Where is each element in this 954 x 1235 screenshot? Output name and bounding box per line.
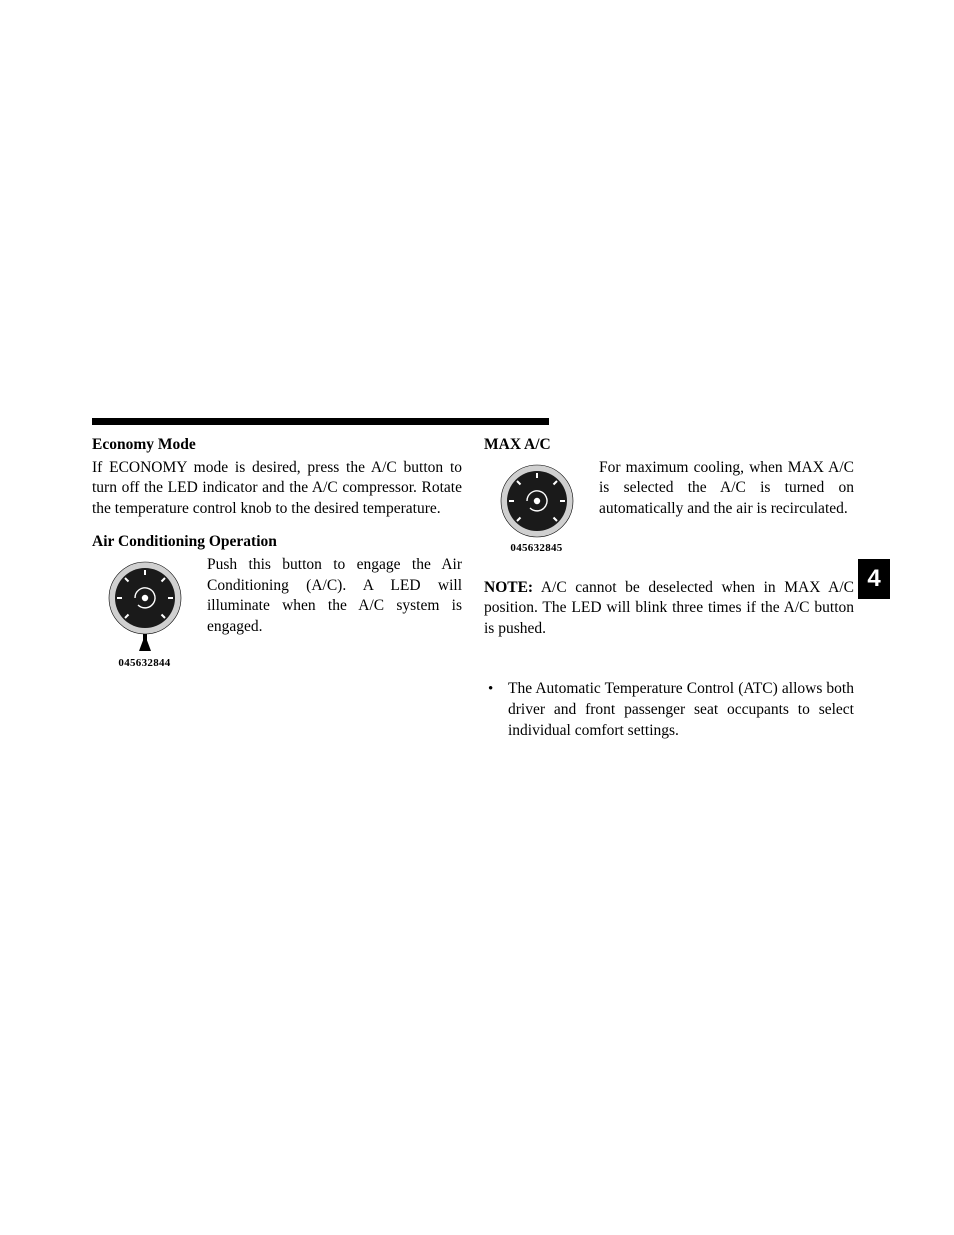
heavy-horizontal-rule [92, 418, 549, 425]
section-air-conditioning-operation: Air Conditioning Operation [92, 533, 462, 673]
dial-figure-left: 045632844 [92, 561, 197, 669]
note-paragraph: NOTE: A/C cannot be deselected when in M… [484, 578, 854, 639]
section-economy-mode: Economy Mode If ECONOMY mode is desired,… [92, 436, 462, 519]
right-column: MAX A/C [484, 436, 854, 742]
left-column: Economy Mode If ECONOMY mode is desired,… [92, 436, 462, 673]
dial-caption-right: 045632845 [484, 542, 589, 554]
heading-economy-mode: Economy Mode [92, 436, 462, 454]
section-note: NOTE: A/C cannot be deselected when in M… [484, 578, 854, 639]
dial-caption-left: 045632844 [92, 657, 197, 669]
note-label: NOTE: [484, 579, 533, 596]
section-tab: 4 [858, 559, 890, 599]
section-atc: The Automatic Temperature Control (ATC) … [484, 679, 854, 742]
dial-figure-right: 045632845 [484, 464, 589, 554]
note-body: A/C cannot be deselected when in MAX A/C… [484, 579, 854, 637]
dial-knob-icon [92, 561, 197, 653]
section-max-ac: MAX A/C [484, 436, 854, 558]
heading-air-conditioning-operation: Air Conditioning Operation [92, 533, 462, 551]
heading-max-ac: MAX A/C [484, 436, 854, 454]
body-economy-mode: If ECONOMY mode is desired, press the A/… [92, 458, 462, 519]
section-tab-label: 4 [867, 565, 880, 593]
dial-knob-icon [484, 464, 589, 538]
atc-bullet-item: The Automatic Temperature Control (ATC) … [484, 679, 854, 742]
